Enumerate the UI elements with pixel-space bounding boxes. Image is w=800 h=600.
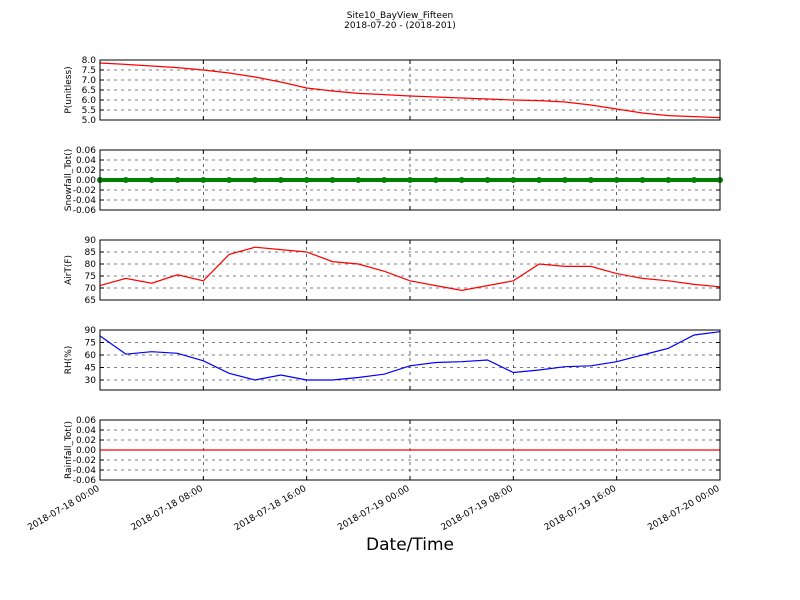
y-tick-label: 60 [85, 351, 97, 361]
y-tick-label: 0.02 [76, 166, 96, 176]
plot-frame [99, 329, 721, 391]
y-tick-label: 0.06 [76, 146, 96, 156]
y-tick-label: 90 [85, 326, 97, 336]
data-line [99, 62, 721, 119]
y-tick-label: -0.04 [73, 466, 97, 476]
plot-frame [99, 149, 721, 211]
y-tick-label: 70 [85, 284, 97, 294]
y-tick-label: 0.04 [76, 156, 96, 166]
y-tick-label: 7.5 [82, 66, 96, 76]
y-tick-label: 65 [85, 296, 96, 306]
y-axis-label: AirT(F) [64, 255, 74, 285]
plot-frame [99, 59, 721, 121]
y-tick-label: 45 [85, 364, 96, 374]
y-tick-label: 75 [85, 272, 96, 282]
y-tick-label: 75 [85, 339, 96, 349]
y-tick-label: 6.0 [82, 96, 97, 106]
y-tick-label: 0.06 [76, 416, 96, 426]
y-tick-label: -0.06 [73, 206, 97, 216]
y-tick-label: 90 [85, 236, 97, 246]
y-tick-label: -0.02 [73, 186, 96, 196]
y-tick-label: 0.02 [76, 436, 96, 446]
y-tick-label: 0.00 [76, 176, 96, 186]
y-tick-label: 5.0 [82, 116, 97, 126]
y-tick-label: 5.5 [82, 106, 96, 116]
y-tick-label: 30 [85, 376, 97, 386]
x-axis-label: Date/Time [366, 535, 454, 555]
y-tick-label: 6.5 [82, 86, 96, 96]
y-tick-label: 8.0 [82, 56, 97, 66]
y-axis-label: Snowfall_Tot() [64, 149, 74, 212]
plot-frame [99, 239, 721, 301]
y-tick-label: 0.04 [76, 426, 96, 436]
y-tick-label: -0.04 [73, 196, 97, 206]
y-tick-label: 7.0 [82, 76, 97, 86]
y-axis-label: Rainfall_Tot() [64, 421, 74, 479]
y-tick-label: 80 [85, 260, 97, 270]
y-tick-label: 0.00 [76, 446, 96, 456]
plot-frame [99, 419, 721, 481]
chart-subtitle: 2018-07-20 - (2018-201) [344, 21, 456, 31]
data-line [99, 246, 721, 292]
y-tick-label: -0.06 [73, 476, 97, 486]
data-line [99, 331, 721, 381]
chart-title: Site10_BayView_Fifteen [347, 11, 453, 21]
y-tick-label: 85 [85, 248, 96, 258]
y-axis-label: P(unitless) [64, 66, 74, 113]
y-tick-label: -0.02 [73, 456, 96, 466]
y-axis-label: RH(%) [64, 346, 74, 375]
